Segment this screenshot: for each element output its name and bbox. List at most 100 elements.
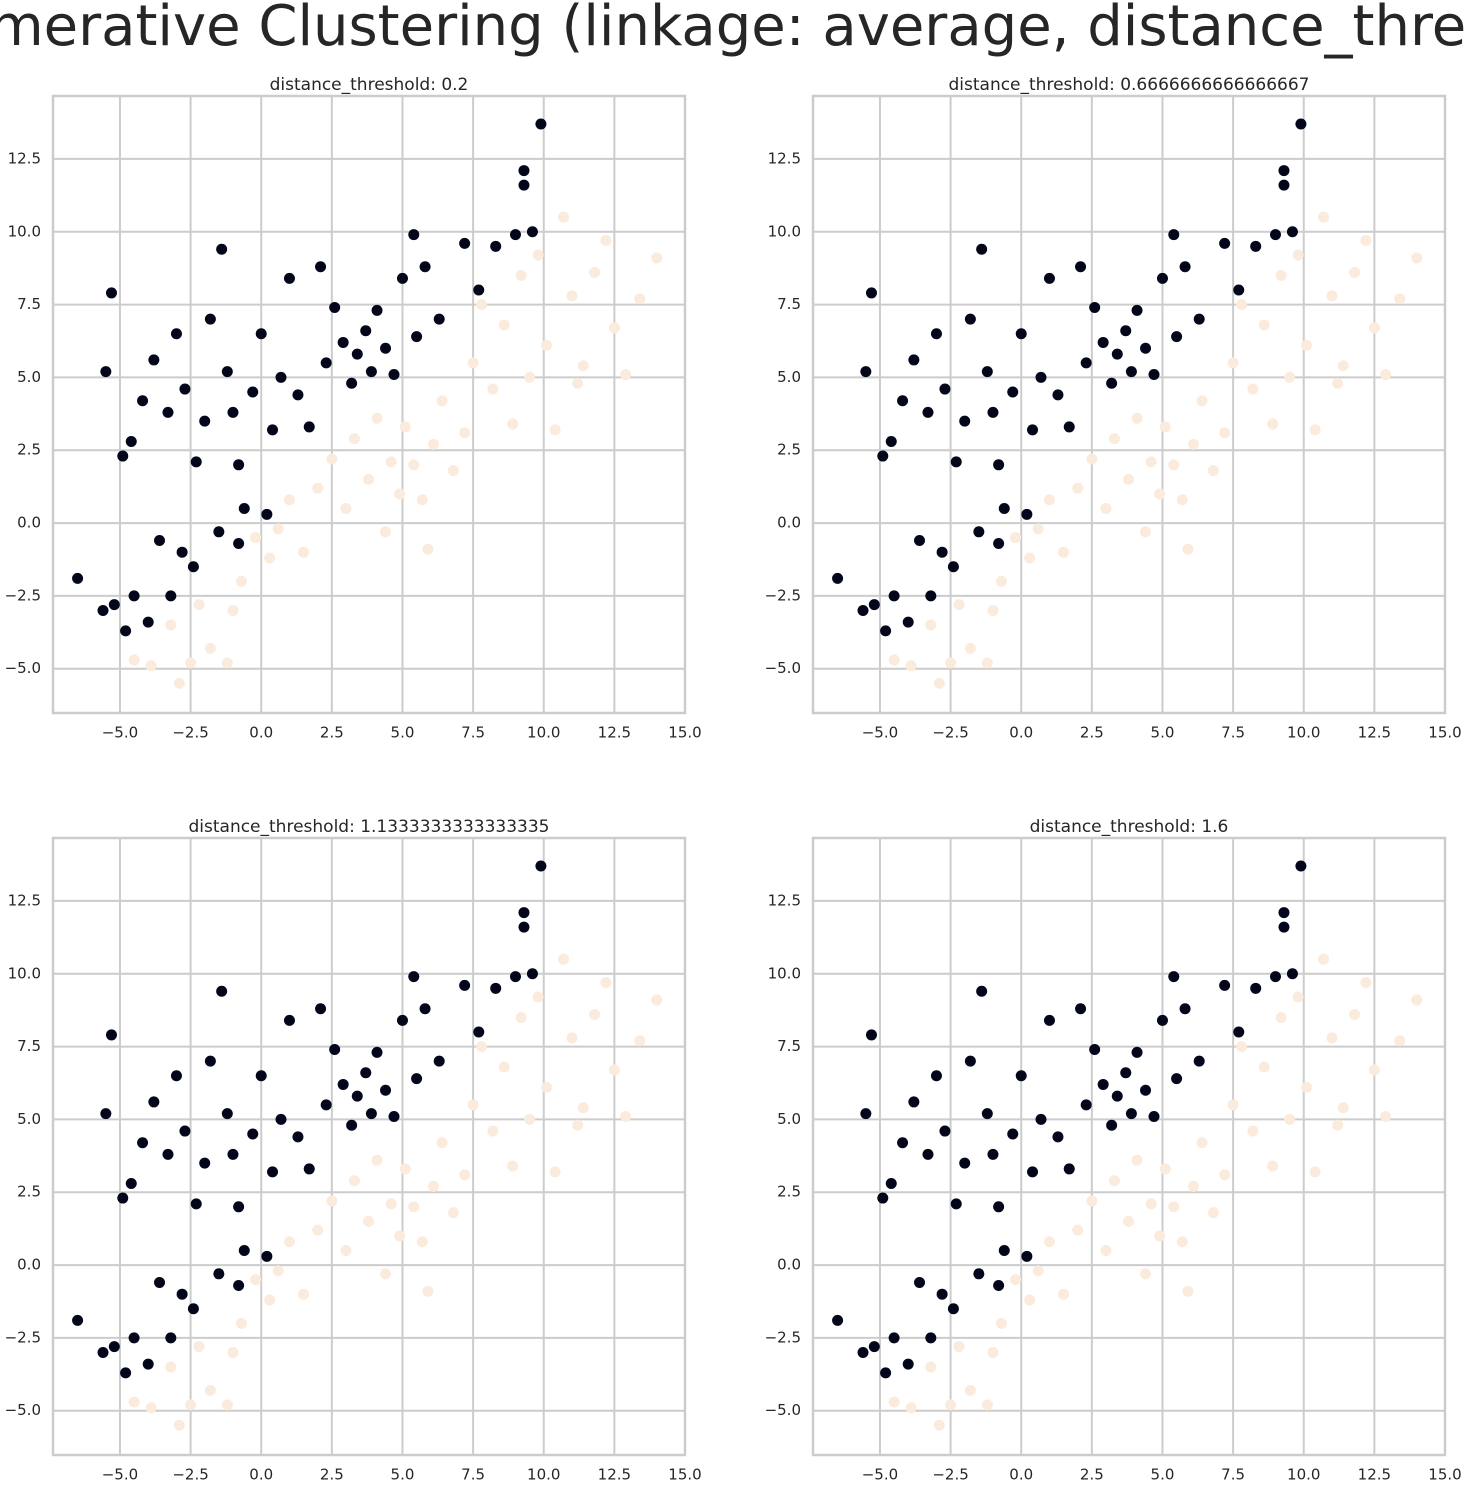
scatter-point bbox=[987, 406, 999, 418]
scatter-point bbox=[227, 1346, 239, 1358]
scatter-point bbox=[411, 331, 423, 343]
scatter-point bbox=[108, 599, 120, 611]
scatter-point bbox=[1368, 322, 1380, 334]
scatter-point bbox=[1131, 412, 1143, 424]
scatter-point bbox=[498, 319, 510, 331]
scatter-point bbox=[235, 1317, 247, 1329]
scatter-point bbox=[1326, 290, 1338, 302]
scatter-point bbox=[608, 322, 620, 334]
scatter-point bbox=[380, 526, 392, 538]
subplot-title: distance_threshold: 0.2 bbox=[270, 75, 469, 95]
scatter-point bbox=[532, 991, 544, 1003]
scatter-point bbox=[337, 1078, 349, 1090]
scatter-point bbox=[170, 1070, 182, 1082]
scatter-point bbox=[620, 368, 632, 380]
scatter-point bbox=[1123, 1215, 1135, 1227]
scatter-point bbox=[360, 1067, 372, 1079]
scatter-point bbox=[283, 272, 295, 284]
scatter-point bbox=[408, 229, 420, 241]
scatter-point bbox=[634, 293, 646, 305]
scatter-point bbox=[908, 354, 920, 366]
scatter-point bbox=[1250, 240, 1262, 252]
scatter-point bbox=[518, 907, 530, 919]
scatter-point bbox=[303, 1163, 315, 1175]
scatter-point bbox=[1188, 438, 1200, 450]
scatter-point bbox=[1159, 421, 1171, 433]
scatter-point bbox=[995, 575, 1007, 587]
scatter-point bbox=[459, 237, 471, 249]
scatter-point bbox=[298, 546, 310, 558]
scatter-point bbox=[1258, 1061, 1270, 1073]
scatter-point bbox=[877, 1192, 889, 1204]
scatter-point bbox=[145, 1402, 157, 1414]
scatter-point bbox=[1010, 1274, 1022, 1286]
x-tick-label: 12.5 bbox=[1358, 724, 1391, 742]
scatter-point bbox=[897, 395, 909, 407]
scatter-point bbox=[436, 1137, 448, 1149]
scatter-point bbox=[930, 1070, 942, 1082]
scatter-point bbox=[1140, 342, 1152, 354]
scatter-point bbox=[346, 1119, 358, 1131]
scatter-point bbox=[173, 677, 185, 689]
x-tick-label: 12.5 bbox=[1358, 1466, 1391, 1484]
scatter-point bbox=[1196, 395, 1208, 407]
scatter-point bbox=[154, 535, 166, 547]
scatter-point bbox=[346, 377, 358, 389]
scatter-point bbox=[1043, 1236, 1055, 1248]
scatter-point bbox=[1182, 543, 1194, 555]
scatter-point bbox=[227, 604, 239, 616]
scatter-point bbox=[165, 619, 177, 631]
scatter-point bbox=[600, 234, 612, 246]
x-tick-label: 2.5 bbox=[1080, 724, 1104, 742]
scatter-point bbox=[371, 1046, 383, 1058]
scatter-point bbox=[1168, 971, 1180, 983]
scatter-point bbox=[235, 575, 247, 587]
scatter-point bbox=[329, 301, 341, 313]
scatter-point bbox=[1106, 1119, 1118, 1131]
scatter-point bbox=[1337, 360, 1349, 372]
scatter-point bbox=[1140, 1268, 1152, 1280]
scatter-point bbox=[1295, 118, 1307, 130]
scatter-point bbox=[558, 211, 570, 223]
scatter-point bbox=[1394, 293, 1406, 305]
scatter-point bbox=[326, 1195, 338, 1207]
scatter-point bbox=[524, 1113, 536, 1125]
x-tick-label: −2.5 bbox=[172, 1466, 208, 1484]
scatter-point bbox=[1179, 1003, 1191, 1015]
scatter-point bbox=[72, 572, 84, 584]
scatter-point bbox=[959, 1157, 971, 1169]
scatter-point bbox=[154, 1277, 166, 1289]
scatter-point bbox=[1171, 331, 1183, 343]
scatter-point bbox=[908, 1096, 920, 1108]
scatter-point bbox=[998, 502, 1010, 514]
scatter-point bbox=[255, 328, 267, 340]
scatter-point bbox=[518, 179, 530, 191]
scatter-point bbox=[1411, 252, 1423, 264]
scatter-point bbox=[922, 406, 934, 418]
scatter-point bbox=[964, 1384, 976, 1396]
scatter-point bbox=[179, 383, 191, 395]
scatter-point bbox=[97, 604, 109, 616]
x-tick-label: 0.0 bbox=[249, 724, 273, 742]
scatter-point bbox=[1032, 1265, 1044, 1277]
x-tick-label: 5.0 bbox=[1151, 1466, 1175, 1484]
scatter-point bbox=[204, 1384, 216, 1396]
scatter-point bbox=[267, 424, 279, 436]
scatter-point bbox=[365, 1108, 377, 1120]
scatter-point bbox=[509, 971, 521, 983]
scatter-point bbox=[100, 1108, 112, 1120]
scatter-point bbox=[1207, 1207, 1219, 1219]
scatter-point bbox=[142, 1358, 154, 1370]
scatter-point bbox=[247, 386, 259, 398]
scatter-point bbox=[476, 299, 488, 311]
scatter-point bbox=[312, 482, 324, 494]
scatter-point bbox=[261, 1250, 273, 1262]
scatter-point bbox=[221, 1108, 233, 1120]
scatter-point bbox=[233, 1279, 245, 1291]
scatter-point bbox=[577, 1102, 589, 1114]
scatter-point bbox=[526, 968, 538, 980]
y-tick-label: 0.0 bbox=[17, 1256, 41, 1274]
scatter-point bbox=[1024, 552, 1036, 564]
scatter-point bbox=[275, 371, 287, 383]
